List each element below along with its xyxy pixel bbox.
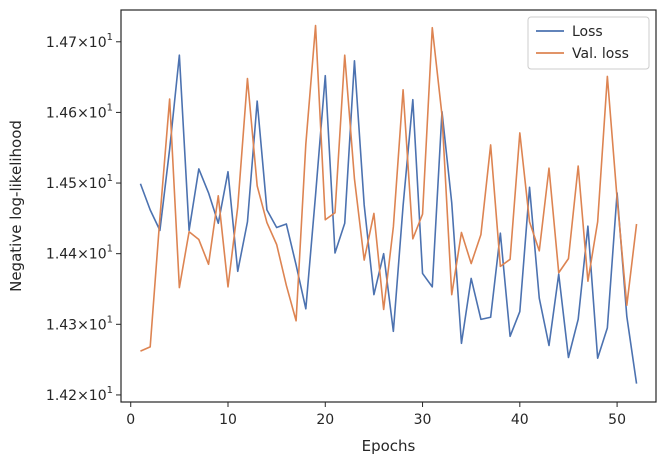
x-tick-label: 30 (414, 412, 432, 428)
y-tick-label: 1.45×101 (46, 173, 113, 192)
x-tick-label: 10 (219, 412, 237, 428)
x-tick-label: 0 (126, 412, 135, 428)
x-tick-label: 40 (511, 412, 529, 428)
y-axis-label: Negative log-likelihood (7, 120, 25, 292)
y-tick-label: 1.47×101 (46, 32, 113, 51)
x-axis-label: Epochs (362, 437, 416, 455)
series-line-loss (139, 54, 638, 384)
x-tick-label: 50 (608, 412, 626, 428)
legend: Loss Val. loss (527, 16, 650, 70)
y-tick-label: 1.43×101 (46, 314, 113, 333)
y-tick-label: 1.42×101 (46, 385, 113, 404)
legend-box (527, 16, 650, 70)
legend-label: Loss (572, 24, 603, 40)
y-ticks: 1.42×101 1.43×101 1.44×101 1.45×101 1.46×101… (46, 32, 121, 404)
x-tick-label: 20 (316, 412, 334, 428)
x-ticks: 0 10 20 30 40 50 (126, 402, 626, 428)
series-layer (139, 24, 638, 384)
legend-label: Val. loss (572, 46, 629, 62)
y-tick-label: 1.46×101 (46, 102, 113, 121)
series-line-val-loss (140, 24, 638, 352)
y-tick-label: 1.44×101 (46, 244, 113, 263)
plot-frame (120, 9, 657, 403)
